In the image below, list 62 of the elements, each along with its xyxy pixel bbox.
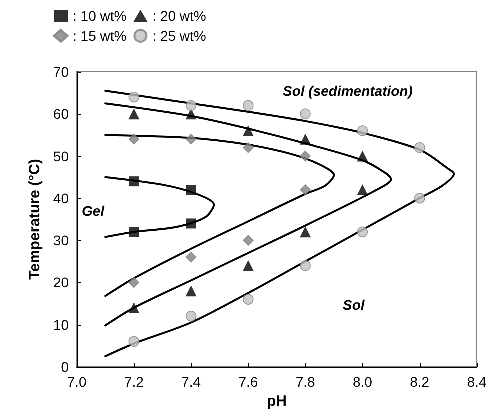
point [186,286,197,297]
annotation: Sol [343,297,366,313]
y-tick-label: 50 [53,148,70,164]
point [129,176,140,187]
line-series [104,102,392,327]
x-tick-label: 8.2 [410,374,430,390]
x-tick-label: 8.0 [352,374,373,390]
point [186,252,197,263]
point [243,100,254,112]
point [243,142,254,154]
y-axis-title: Temperature (°C) [26,159,44,280]
x-tick-label: 7.0 [67,374,87,390]
point [128,302,140,314]
legend-label: : 10 wt% [73,8,127,24]
point [414,193,426,204]
x-tick-label: 7.6 [238,374,258,390]
point [186,134,197,145]
line-series [104,134,336,298]
point [357,184,368,196]
point [129,227,140,238]
point [186,185,196,195]
point [357,150,368,162]
point [357,126,368,136]
annotation: Gel [82,203,106,219]
x-tick-label: 7.2 [124,374,144,390]
x-axis-title: pH [267,392,287,410]
point [300,150,311,162]
y-tick-label: 30 [53,232,70,249]
point [186,311,197,322]
point [128,92,140,103]
legend-label: : 15 wt% [73,28,127,44]
legend-label: : 25 wt% [152,28,206,44]
point [186,108,197,120]
point [243,235,254,246]
point [243,294,254,305]
point [242,260,254,272]
point [186,218,196,229]
point [300,108,311,120]
line-series [104,176,216,238]
y-tick-label: 0 [61,359,70,375]
point [128,336,140,348]
y-tick-label: 10 [53,316,70,333]
point [357,226,368,238]
point [128,108,140,120]
y-tick-label: 20 [53,274,70,291]
point [300,184,311,196]
point [414,142,426,154]
point [300,134,312,145]
point [186,100,197,112]
x-tick-label: 8.4 [467,374,487,390]
y-tick-label: 40 [53,190,70,206]
y-tick-label: 70 [53,64,70,80]
point [128,277,140,288]
x-tick-label: 7.4 [182,374,202,390]
point [300,226,312,238]
legend-label: : 20 wt% [152,8,206,24]
point [242,126,254,136]
point [128,134,140,145]
y-tick-label: 60 [53,106,70,122]
point [300,260,311,272]
annotation: Sol (sedimentation) [283,83,414,99]
x-tick-label: 7.8 [296,374,316,390]
